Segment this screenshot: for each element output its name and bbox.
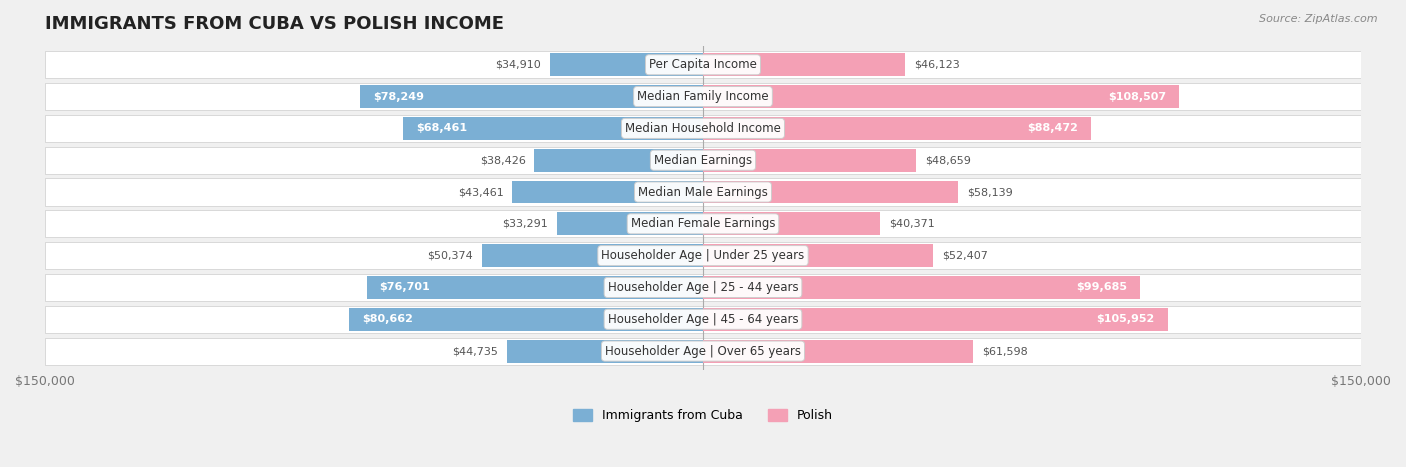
Text: $68,461: $68,461 [416,123,467,134]
Text: $33,291: $33,291 [502,219,548,229]
Bar [482,244,703,267]
Bar [703,340,973,362]
Text: Median Male Earnings: Median Male Earnings [638,185,768,198]
Text: $76,701: $76,701 [380,283,430,292]
Text: $44,735: $44,735 [453,346,498,356]
Text: Median Female Earnings: Median Female Earnings [631,217,775,230]
Bar [367,276,703,299]
Text: $88,472: $88,472 [1028,123,1078,134]
Text: Median Family Income: Median Family Income [637,90,769,103]
Text: Source: ZipAtlas.com: Source: ZipAtlas.com [1260,14,1378,24]
Text: $50,374: $50,374 [427,251,474,261]
Bar [534,149,703,172]
Bar [45,115,1361,142]
Bar [703,181,957,204]
Text: $34,910: $34,910 [495,60,541,70]
Text: $52,407: $52,407 [942,251,987,261]
Text: Householder Age | Under 25 years: Householder Age | Under 25 years [602,249,804,262]
Bar [45,242,1361,269]
Bar [349,308,703,331]
Bar [45,274,1361,301]
Bar [45,147,1361,174]
Text: Householder Age | 25 - 44 years: Householder Age | 25 - 44 years [607,281,799,294]
Bar [402,117,703,140]
Text: Householder Age | 45 - 64 years: Householder Age | 45 - 64 years [607,313,799,326]
Text: $80,662: $80,662 [363,314,413,324]
Text: $40,371: $40,371 [889,219,935,229]
Text: $43,461: $43,461 [458,187,503,197]
Text: $108,507: $108,507 [1108,92,1166,101]
Text: $38,426: $38,426 [479,155,526,165]
Text: IMMIGRANTS FROM CUBA VS POLISH INCOME: IMMIGRANTS FROM CUBA VS POLISH INCOME [45,15,503,33]
Bar [506,340,703,362]
Text: $78,249: $78,249 [373,92,423,101]
Bar [703,276,1140,299]
Bar [360,85,703,108]
Bar [703,212,880,235]
Bar [45,51,1361,78]
Text: $61,598: $61,598 [981,346,1028,356]
Text: $105,952: $105,952 [1097,314,1154,324]
Text: Median Household Income: Median Household Income [626,122,780,135]
Bar [703,244,934,267]
Text: $58,139: $58,139 [967,187,1012,197]
Bar [557,212,703,235]
Bar [45,306,1361,333]
Bar [45,338,1361,365]
Bar [703,117,1091,140]
Bar [703,308,1168,331]
Text: Householder Age | Over 65 years: Householder Age | Over 65 years [605,345,801,358]
Bar [703,149,917,172]
Bar [550,53,703,76]
Bar [45,83,1361,110]
Bar [512,181,703,204]
Text: $99,685: $99,685 [1076,283,1128,292]
Text: $46,123: $46,123 [914,60,960,70]
Text: $48,659: $48,659 [925,155,972,165]
Legend: Immigrants from Cuba, Polish: Immigrants from Cuba, Polish [574,410,832,422]
Bar [703,85,1180,108]
Text: Per Capita Income: Per Capita Income [650,58,756,71]
Bar [45,210,1361,237]
Bar [703,53,905,76]
Bar [45,178,1361,205]
Text: Median Earnings: Median Earnings [654,154,752,167]
